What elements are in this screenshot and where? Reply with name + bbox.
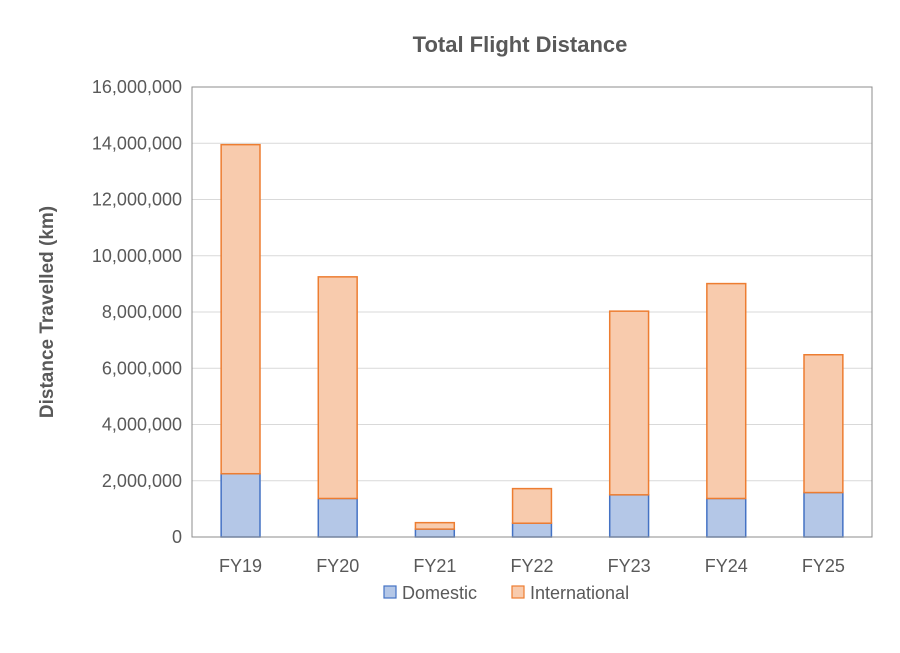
legend-swatch-international bbox=[511, 585, 525, 599]
legend-swatch-domestic bbox=[383, 585, 397, 599]
bar-international-fy25 bbox=[803, 354, 844, 494]
bar-international-fy19 bbox=[220, 143, 261, 475]
bar-domestic-fy24 bbox=[706, 497, 747, 538]
y-tick-label: 10,000,000 bbox=[92, 246, 182, 266]
y-tick-label: 6,000,000 bbox=[102, 358, 182, 378]
bar-domestic-fy22 bbox=[511, 522, 553, 538]
y-tick-label: 8,000,000 bbox=[102, 302, 182, 322]
gridlines bbox=[192, 86, 872, 482]
x-tick-label: FY21 bbox=[413, 556, 456, 576]
y-tick-label: 14,000,000 bbox=[92, 133, 182, 153]
bar-international-fy22 bbox=[511, 487, 553, 524]
bars bbox=[220, 143, 844, 538]
legend: Domestic International bbox=[383, 583, 629, 603]
bar-domestic-fy19 bbox=[220, 472, 261, 538]
y-tick-label: 0 bbox=[172, 527, 182, 547]
chart-title: Total Flight Distance bbox=[413, 32, 628, 57]
x-tick-label: FY20 bbox=[316, 556, 359, 576]
x-tick-label: FY19 bbox=[219, 556, 262, 576]
bar-international-fy20 bbox=[317, 276, 358, 500]
x-tick-label: FY23 bbox=[608, 556, 651, 576]
legend-label-domestic: Domestic bbox=[402, 583, 477, 603]
x-axis-tick-labels: FY19 FY20 FY21 FY22 FY23 FY24 FY25 bbox=[219, 556, 845, 576]
y-tick-label: 2,000,000 bbox=[102, 471, 182, 491]
plot-area-border bbox=[191, 86, 873, 538]
x-tick-label: FY24 bbox=[705, 556, 748, 576]
bar-domestic-fy25 bbox=[803, 491, 844, 538]
x-tick-label: FY22 bbox=[510, 556, 553, 576]
y-tick-label: 16,000,000 bbox=[92, 77, 182, 97]
y-tick-label: 12,000,000 bbox=[92, 190, 182, 210]
bar-international-fy23 bbox=[608, 310, 650, 496]
bar-domestic-fy23 bbox=[608, 494, 650, 538]
bar-international-fy24 bbox=[706, 282, 747, 500]
y-axis-title: Distance Travelled (km) bbox=[37, 206, 58, 418]
bar-domestic-fy20 bbox=[317, 497, 358, 538]
legend-label-international: International bbox=[530, 583, 629, 603]
x-tick-label: FY25 bbox=[802, 556, 845, 576]
bar-international-fy21 bbox=[414, 521, 456, 530]
bar-domestic-fy21 bbox=[414, 528, 456, 538]
y-tick-label: 4,000,000 bbox=[102, 415, 182, 435]
y-axis-tick-labels: 0 2,000,000 4,000,000 6,000,000 8,000,000 10,… bbox=[92, 77, 182, 547]
